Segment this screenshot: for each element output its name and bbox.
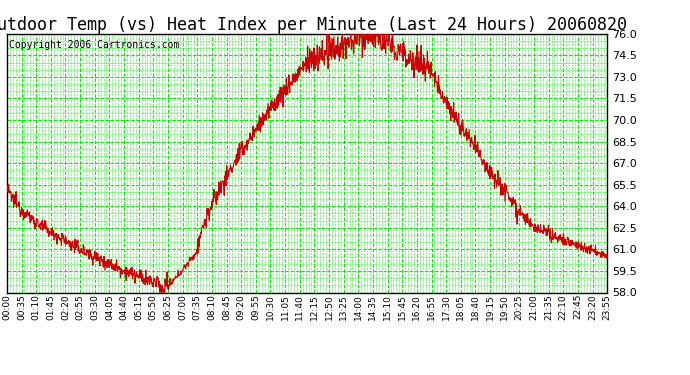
Title: Outdoor Temp (vs) Heat Index per Minute (Last 24 Hours) 20060820: Outdoor Temp (vs) Heat Index per Minute …: [0, 16, 627, 34]
Text: Copyright 2006 Cartronics.com: Copyright 2006 Cartronics.com: [9, 40, 179, 50]
